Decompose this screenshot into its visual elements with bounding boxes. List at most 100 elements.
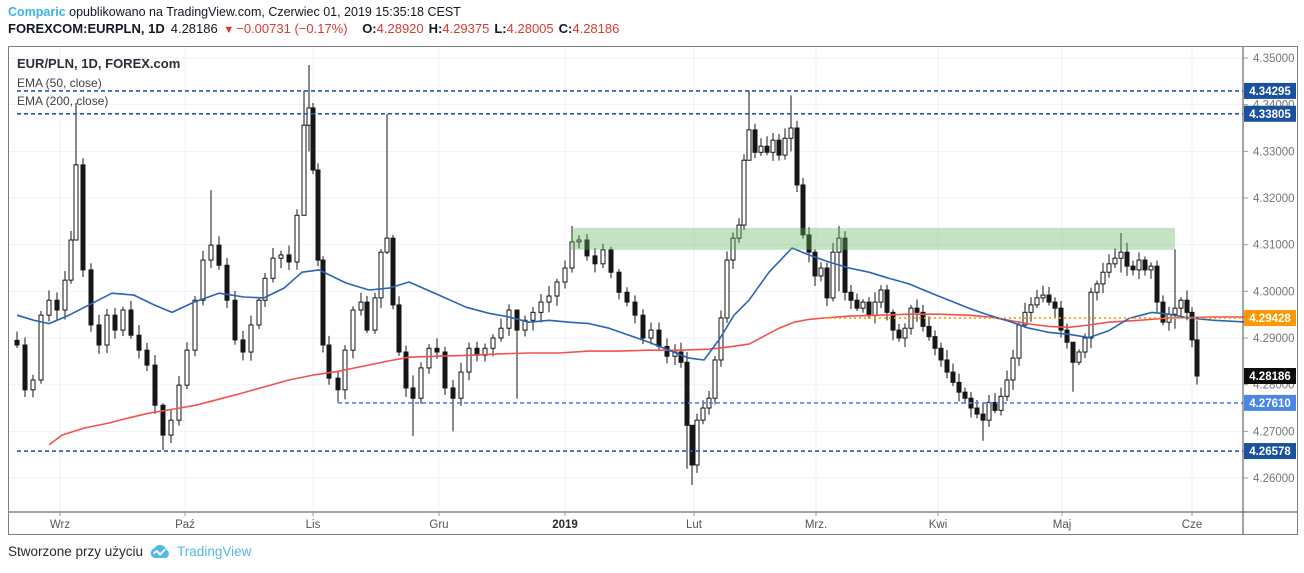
candle-body [152,364,158,406]
candle-body [310,107,316,171]
candle-body [30,379,36,391]
candle-body [38,314,44,381]
candle-body [1154,265,1160,303]
candle-body [1088,291,1094,339]
candle-body [694,419,700,466]
candle-body [866,301,872,316]
ema50-line [16,247,1250,361]
candle-body [216,244,222,266]
candle-body [1046,294,1052,303]
candle-body [896,329,902,339]
candle-body [736,224,742,239]
price-tick-label: 4.32000 [1253,193,1295,205]
candle-body [168,419,174,436]
candle-body [128,309,134,336]
candle-body [1184,299,1190,313]
time-tick-label: 2019 [552,519,578,531]
tradingview-link[interactable]: TradingView [177,544,252,559]
symbol-label: FOREXCOM:EURPLN, 1D [8,21,165,36]
candle-body [442,351,448,389]
price-badge: 4.26578 [1244,443,1296,460]
price-tick-label: 4.29000 [1253,333,1295,345]
candle-body [1142,259,1148,271]
candle-body [830,251,836,299]
chart-container[interactable]: 4.35000 4.34000 4.33000 4.32000 4.31000 4.300… [8,46,1298,535]
candle-body [1136,259,1142,271]
candle-body [490,337,496,349]
candle-body [932,336,938,349]
candle-body [88,269,94,326]
candle-body [1070,341,1076,363]
candle-body [926,325,932,338]
candle-body [434,347,440,353]
candle-body [326,344,332,379]
candle-body [208,244,214,261]
ohlc-value: 4.29375 [442,21,490,36]
candle-body [256,299,262,326]
candle-body [962,391,968,399]
candle-body [794,127,800,186]
candle-body [315,169,321,261]
candle-body [1052,301,1058,309]
candle-body [562,267,568,283]
price-chart[interactable]: 4.350004.340004.330004.320004.310004.300… [9,47,1297,534]
candles-layer [14,65,1200,486]
candle-body [860,301,866,309]
candle-body [806,234,812,253]
candle-body [920,311,926,327]
candle-body [914,307,920,313]
candle-body [872,301,878,316]
price-badge-label: 4.29428 [1249,313,1291,325]
ohlc-label: L: [494,21,507,36]
candle-body [396,304,402,353]
candle-body [1082,337,1088,353]
candle-body [498,327,504,339]
candle-body [788,127,794,139]
candle-body [192,299,198,351]
candle-body [848,291,854,301]
price-tick-label: 4.33000 [1253,146,1295,158]
price-badge-bg [1244,368,1296,385]
price-badge-bg [1244,310,1296,327]
time-axis[interactable]: Wrz Paź Lis Gru 2019 Lut Mrz. Kwi Maj Cze [50,512,1202,531]
candle-body [854,299,860,309]
price-badge-label: 4.33805 [1249,109,1291,121]
publish-text: opublikowano na TradingView.com, Czerwie… [65,5,461,19]
candle-body [818,267,824,277]
candle-body [1004,379,1010,397]
price-change: −0.00731 (−0.17%) [236,21,348,36]
candle-body [73,164,79,241]
time-tick-label: Gru [429,519,448,531]
price-badge-label: 4.34295 [1249,86,1291,98]
candle-body [554,281,560,297]
candle-body [842,237,848,293]
candle-body [656,329,662,347]
time-tick-label: Lis [306,519,321,531]
candle-body [1189,311,1195,341]
arrow-down-icon: ▼ [223,24,235,36]
candle-body [364,301,370,331]
candle-body [824,267,830,299]
candle-body [358,301,364,311]
candle-body [950,371,956,383]
candle-body [1064,329,1070,343]
candle-body [624,291,630,303]
candle-body [384,237,390,253]
ohlc-label: O: [362,21,377,36]
price-badge-bg [1244,82,1296,99]
ema200-line [48,313,1249,446]
candle-body [689,424,695,466]
ohlc-label: C: [558,21,573,36]
last-price: 4.28186 [170,21,218,36]
author-link[interactable]: Comparic [8,5,66,19]
ohlc-label: H: [428,21,443,36]
candle-body [54,299,60,311]
candle-body [902,327,908,339]
candle-body [986,401,992,421]
candle-body [306,107,312,126]
candle-body [270,257,276,279]
candle-body [812,251,818,277]
candle-body [538,301,544,313]
price-badge-label: 4.27610 [1249,398,1291,410]
candle-body [1076,351,1082,363]
